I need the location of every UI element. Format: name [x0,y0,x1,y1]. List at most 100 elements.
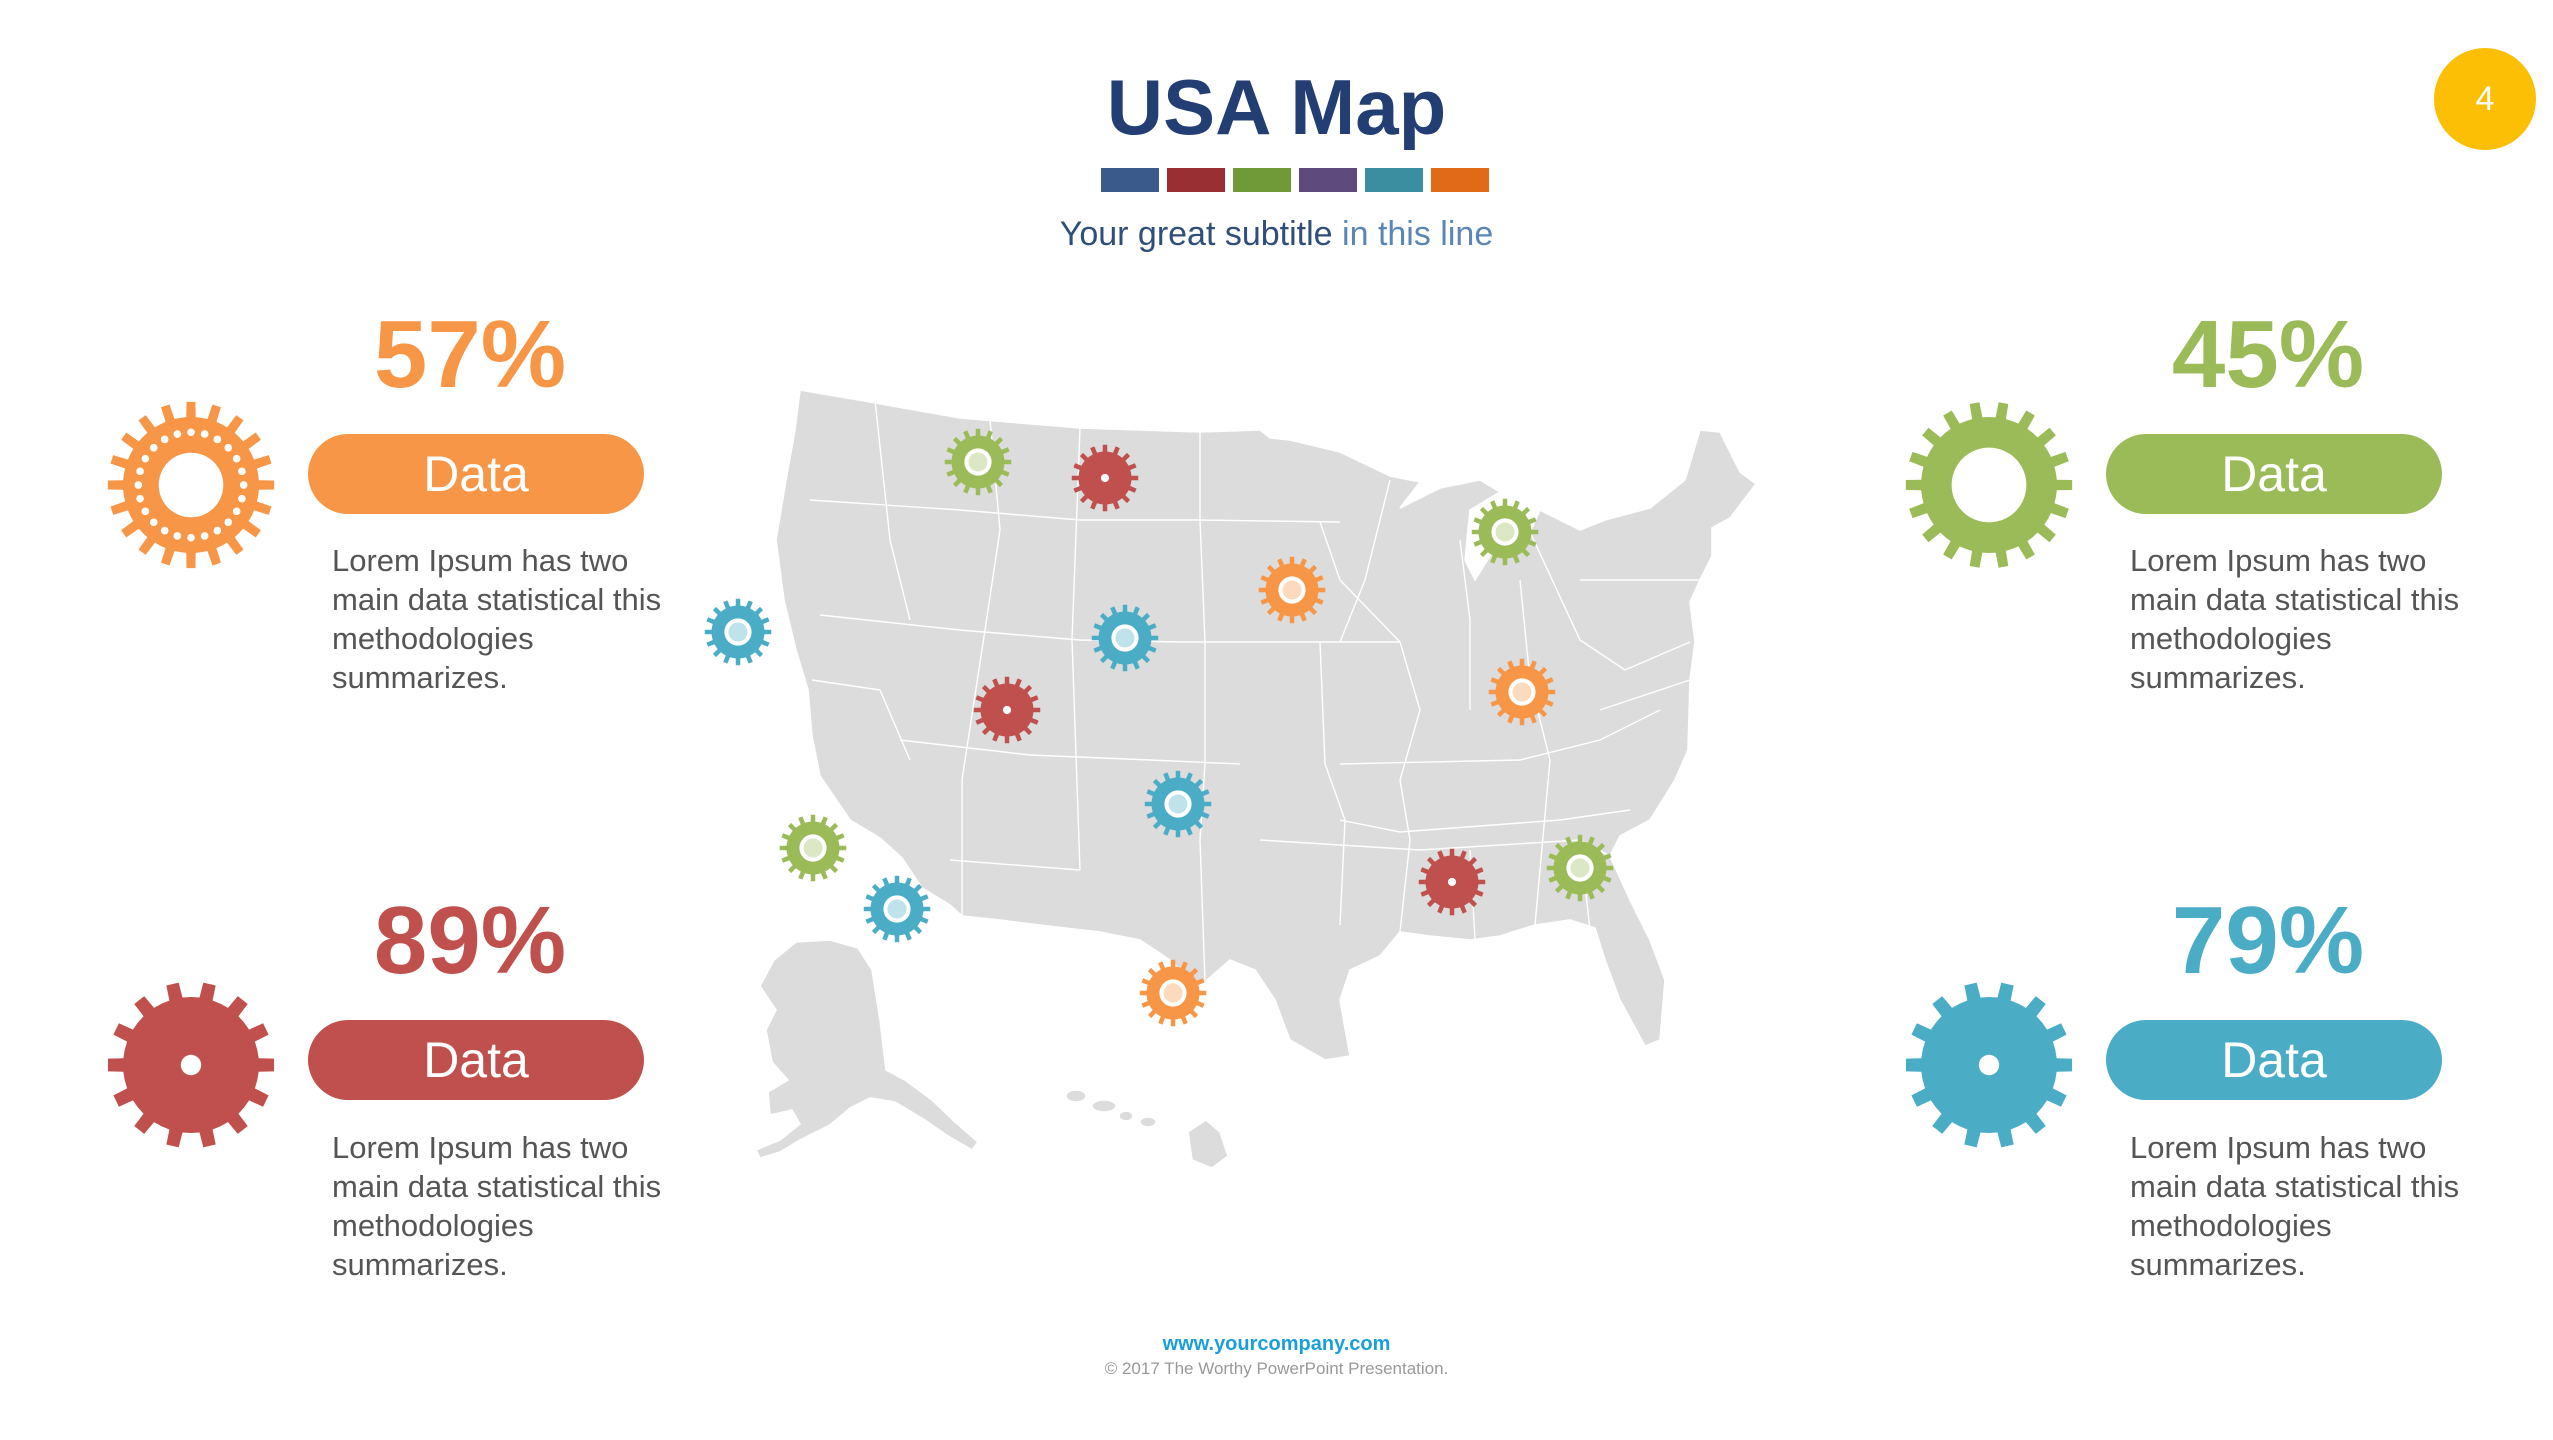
gear-dot [213,435,222,444]
dotted-ring-gear-icon [107,401,275,569]
color-swatch [1233,168,1291,192]
footer-copyright: © 2017 The Worthy PowerPoint Presentatio… [1104,1359,1449,1378]
stat-description: Lorem Ipsum has two main data statistica… [2130,543,2460,695]
gear-pin-icon [1258,556,1326,624]
stat-label-pill: Data [308,1020,644,1100]
gear-pin-icon [1488,658,1556,726]
gear-pin-hub [1159,979,1187,1007]
gear-dot [149,443,158,452]
solid-gear-icon [1905,982,2073,1148]
gear-dot [239,481,248,489]
gear-pin-hub [799,834,827,862]
gear-dot [149,518,158,527]
color-swatch [1299,168,1357,192]
footer-website-link[interactable]: www.yourcompany.com [1162,1333,1391,1355]
gear-dot [232,454,241,463]
gear-dot [160,526,169,535]
gear-hub [180,1054,202,1076]
gear-pin-hub [1002,705,1012,715]
gear-pin-icon [944,428,1012,496]
usa-map [704,389,1758,1169]
gear-pin-hub [1164,790,1192,818]
gear-dot [238,494,246,503]
gear-pin-hub [1491,518,1519,546]
gear-pin-icon [1091,604,1159,672]
gear-dot [141,454,150,463]
gear-dot [187,533,195,542]
gear-pin-hub-inner [1115,628,1135,648]
gear-pin-hub [964,448,992,476]
gear-pin-hub [1278,576,1306,604]
subtitle-accent: in this line [1342,215,1494,253]
gear-pin-hub [1508,678,1536,706]
gear-dot [232,507,241,516]
gear-dot [134,481,143,489]
gear-dot [200,430,209,438]
alaska-shape [754,939,980,1159]
gear-pin-icon [779,814,847,882]
color-swatch-bar [1101,168,1489,192]
gear-dot [136,467,144,476]
gear-pin-icon [863,875,931,943]
gear-pin-hub [1111,624,1139,652]
gear-hub [1951,447,2027,523]
gear-dot [224,443,233,452]
gear-dot [141,507,150,516]
gear-pin-hub [1566,854,1594,882]
gear-pin-hub [724,618,752,646]
stat-description: Lorem Ipsum has two main data statistica… [332,1130,662,1282]
gear-pin-hub-inner [1168,794,1188,814]
state-borders [809,399,1700,983]
gear-hub [158,452,224,518]
gear-dot [173,532,182,540]
hawaii-shape [1065,1089,1229,1169]
gear-dot [213,526,222,535]
gear-dot [224,518,233,527]
gear-pin-icon [704,598,772,666]
gear-pin-hub-inner [803,838,823,858]
gear-pin-hub-inner [1282,580,1302,600]
gear-dot [187,428,195,437]
stat-description: Lorem Ipsum has two main data statistica… [2130,1130,2460,1282]
gear-pin-hub [1100,473,1110,483]
gear-pin-icon [1139,959,1207,1027]
gear-dot [160,435,169,444]
gear-pin-icon [1471,498,1539,566]
gear-pin-icon [1418,848,1486,916]
subtitle-main: Your great subtitle [1059,215,1343,253]
page-title: USA Map [1106,63,1447,151]
ring-gear-icon [1905,402,2073,568]
gear-pin-hub-inner [1495,522,1515,542]
gear-pin-hub-inner [968,452,988,472]
gear-pin-icon [1071,444,1139,512]
stat-percent: 57% [373,301,567,408]
stat-description: Lorem Ipsum has two main data statistica… [332,543,662,695]
gear-pin-icon [973,676,1041,744]
gear-pin-hub-inner [1570,858,1590,878]
page-number-badge: 4 [2434,48,2536,150]
stat-percent: 45% [2171,301,2365,408]
gear-pin-hub [883,895,911,923]
gear-pin-hub-inner [728,622,748,642]
gear-pin-hub-inner [887,899,907,919]
solid-gear-icon [107,982,275,1148]
stat-percent: 79% [2171,887,2365,994]
gear-dot [136,494,144,503]
color-swatch [1365,168,1423,192]
gear-pin-hub [1447,877,1457,887]
stat-percent: 89% [373,887,567,994]
gear-pin-icon [1546,834,1614,902]
gear-dot [173,430,182,438]
gear-dot [238,467,246,476]
stat-label-pill: Data [2106,1020,2442,1100]
gear-dot [200,532,209,540]
gear-hub [1978,1054,2000,1076]
stat-label-pill: Data [2106,434,2442,514]
stat-label-pill: Data [308,434,644,514]
gear-pin-icon [1144,770,1212,838]
contiguous-us-shape [775,389,1758,1061]
page-subtitle: Your great subtitle in this line [0,208,2553,260]
color-swatch [1167,168,1225,192]
gear-pin-hub-inner [1163,983,1183,1003]
